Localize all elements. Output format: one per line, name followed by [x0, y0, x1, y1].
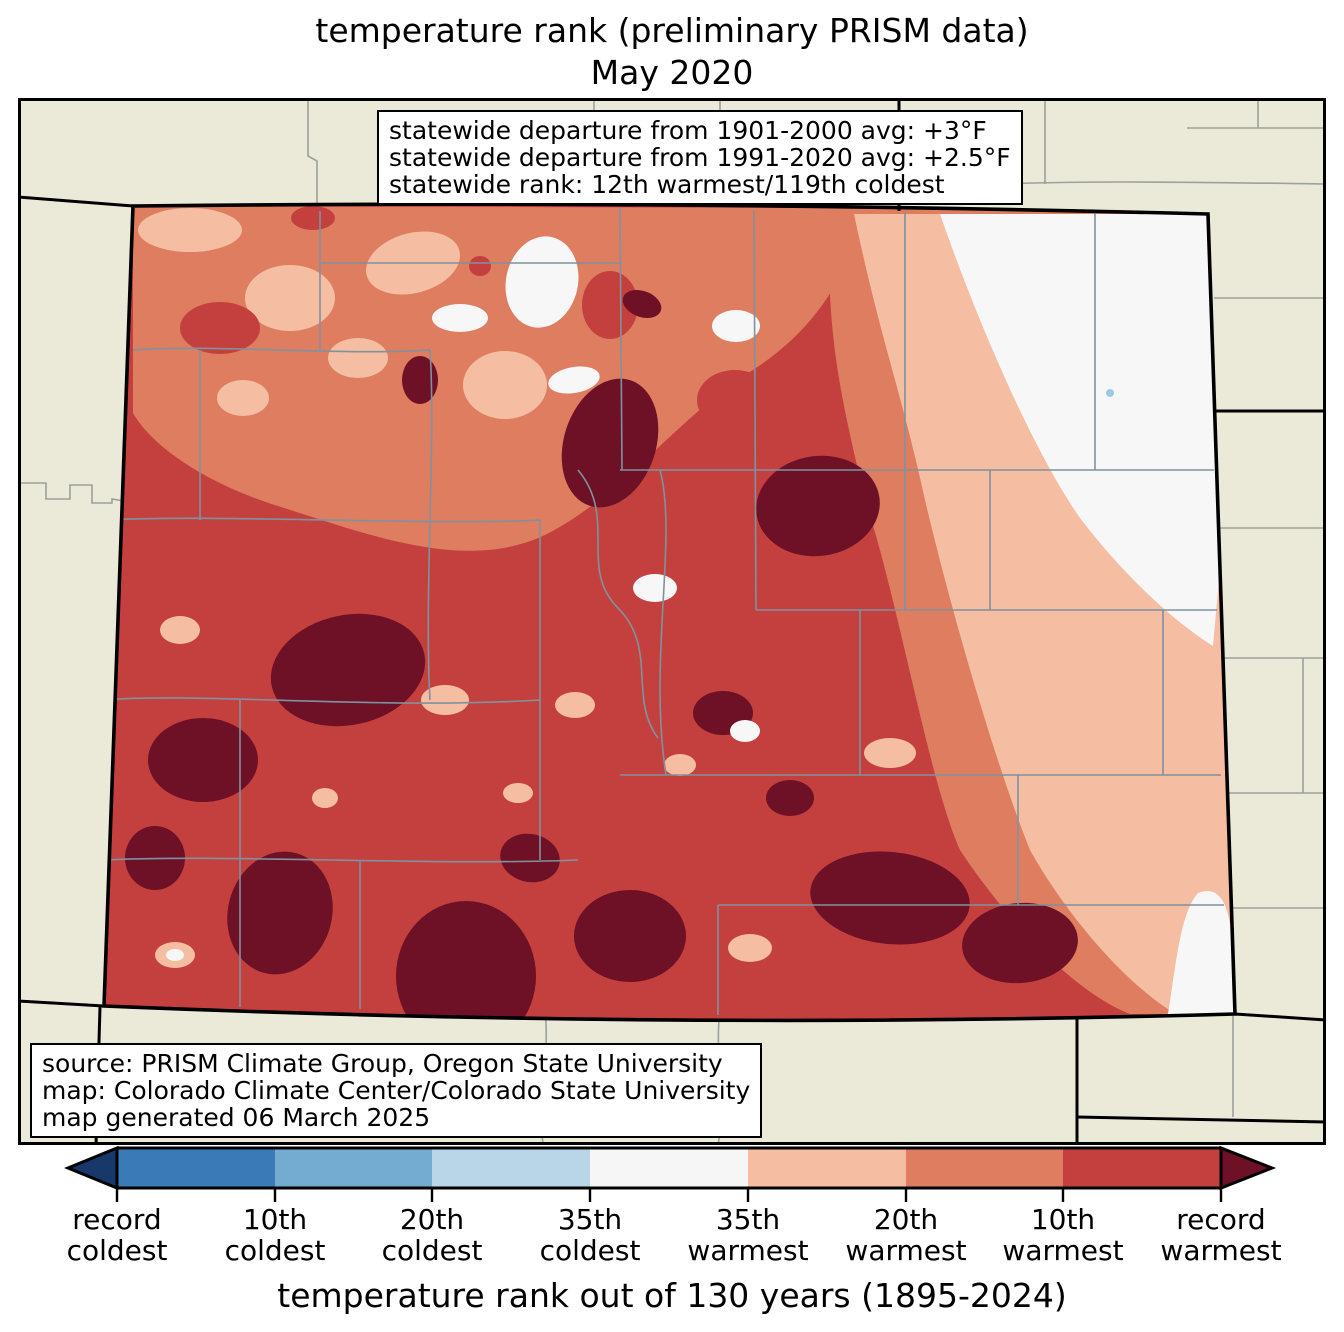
map-region-peach: [138, 208, 242, 252]
map-region-peach-spot: [421, 685, 469, 715]
map-region-peach-spot: [864, 738, 916, 768]
map-region-peach-spot: [728, 934, 772, 962]
colorbar-segments: [117, 1148, 1221, 1188]
map-region-maroon: [561, 378, 659, 508]
map-region-maroon: [574, 890, 686, 982]
map-region-white-spot: [633, 574, 677, 602]
map-region-white: [432, 304, 488, 332]
map-region-red: [469, 256, 491, 276]
map-region-peach: [217, 380, 269, 416]
colorbar-outline: [117, 1146, 1221, 1190]
colorbar-label-10th-coldest: 10th coldest: [224, 1203, 326, 1267]
colorado-data: [104, 204, 1235, 1021]
source-line-2: map: Colorado Climate Center/Colorado St…: [42, 1076, 751, 1105]
map-region-white: [712, 310, 760, 342]
map-region-red: [291, 206, 335, 230]
colorbar-segment: [432, 1148, 590, 1188]
colorbar-ticks: [115, 1188, 1223, 1202]
map-region-white: [505, 236, 579, 328]
colorbar-label-record-warmest: record warmest: [1160, 1203, 1282, 1267]
map-region-red: [582, 271, 638, 339]
map-region-white-spot: [730, 720, 760, 742]
map-region-white-se: [1168, 891, 1235, 1014]
map-region-maroon: [962, 902, 1078, 984]
map-region-maroon: [622, 289, 662, 319]
map-region-maroon: [756, 455, 880, 557]
stats-line-3: statewide rank: 12th warmest/119th colde…: [389, 170, 945, 199]
map-region-red: [180, 302, 260, 354]
map-region-white: [548, 366, 600, 394]
colorbar-segment: [117, 1148, 275, 1188]
map-panel: statewide departure from 1901-2000 avg: …: [18, 98, 1326, 1145]
map-region-peach-spot: [160, 616, 200, 644]
map-region-red: [697, 370, 773, 430]
colorbar-right-arrow: [1219, 1145, 1277, 1191]
source-line-3: map generated 06 March 2025: [42, 1103, 431, 1132]
map-region-white-spot: [166, 949, 184, 961]
map-region-maroon: [396, 901, 536, 1021]
map-region-peach: [245, 265, 335, 331]
map-canvas: [18, 98, 1326, 1145]
colorbar-left-arrow: [64, 1145, 119, 1191]
colorbar-segment: [906, 1148, 1063, 1188]
colorbar-label-20th-coldest: 20th coldest: [381, 1203, 483, 1267]
title-line-2: May 2020: [590, 53, 754, 92]
map-region-peach-spot: [503, 783, 533, 803]
map-region-cold-dot: [1106, 389, 1114, 397]
stats-box: statewide departure from 1901-2000 avg: …: [377, 110, 1023, 205]
map-frame-border: [18, 98, 1326, 1145]
source-line-1: source: PRISM Climate Group, Oregon Stat…: [42, 1049, 723, 1078]
colorbar-label-35th-warmest: 35th warmest: [687, 1203, 809, 1267]
map-region-maroon: [148, 718, 258, 802]
colorbar-label-35th-coldest: 35th coldest: [539, 1203, 641, 1267]
title-line-1: temperature rank (preliminary PRISM data…: [315, 11, 1029, 50]
figure-title: temperature rank (preliminary PRISM data…: [0, 10, 1344, 94]
map-region-maroon: [270, 613, 426, 727]
colorbar-segment: [275, 1148, 432, 1188]
map-region-peach: [463, 351, 547, 419]
colorbar-title: temperature rank out of 130 years (1895-…: [277, 1276, 1067, 1315]
stats-line-2: statewide departure from 1991-2020 avg: …: [389, 143, 1011, 172]
map-region-maroon: [766, 780, 814, 816]
colorado-county-lines: [104, 207, 1224, 1015]
source-box: source: PRISM Climate Group, Oregon Stat…: [30, 1043, 763, 1138]
map-region-maroon: [402, 356, 438, 404]
colorbar-segment: [1063, 1148, 1221, 1188]
map-region-maroon: [227, 851, 333, 975]
map-region-maroon: [500, 833, 560, 883]
map-region-maroon: [810, 851, 970, 945]
map-region-white-ne: [940, 214, 1221, 646]
colorbar-segment: [748, 1148, 906, 1188]
map-region-peach-spot: [664, 754, 696, 776]
stats-line-1: statewide departure from 1901-2000 avg: …: [389, 116, 987, 145]
map-region-peach: [328, 338, 388, 378]
map-region-peach-spot: [312, 788, 338, 808]
colorbar-segment: [590, 1148, 748, 1188]
colorbar-label-record-coldest: record coldest: [66, 1203, 168, 1267]
map-region-peach-spot: [555, 692, 595, 718]
colorbar: [64, 1145, 1277, 1202]
colorbar-label-10th-warmest: 10th warmest: [1002, 1203, 1124, 1267]
colorbar-label-20th-warmest: 20th warmest: [845, 1203, 967, 1267]
